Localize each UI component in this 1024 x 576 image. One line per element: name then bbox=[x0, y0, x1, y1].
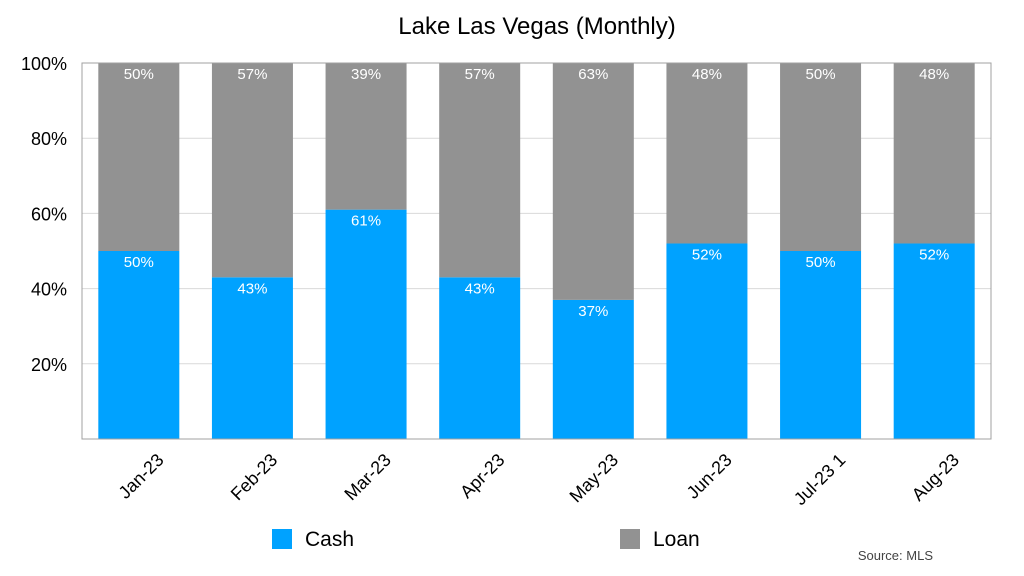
x-axis-ticks: Jan-23 Feb-23 Mar-23 Apr-23 May-23 Jun-23 Jul-… bbox=[115, 450, 963, 509]
data-label: 43% bbox=[237, 280, 267, 297]
source-note: Source: MLS bbox=[858, 548, 933, 563]
bar-cash bbox=[780, 251, 862, 439]
bar-loan bbox=[98, 63, 180, 251]
bar-cash bbox=[666, 243, 748, 439]
bar-loan bbox=[780, 63, 862, 251]
data-labels: 50% 50% 43% 57% 61% 39% 43% 57% 37% 63% 52% 48% 50% 5… bbox=[124, 66, 949, 320]
data-label: 52% bbox=[919, 246, 949, 263]
x-tick-label: Apr-23 bbox=[456, 450, 508, 502]
y-tick-label: 20% bbox=[31, 355, 67, 375]
data-label: 43% bbox=[465, 280, 495, 297]
data-label: 37% bbox=[578, 303, 608, 320]
data-label: 48% bbox=[919, 66, 949, 83]
bar-cash bbox=[893, 243, 975, 439]
data-label: 50% bbox=[124, 66, 154, 83]
bars bbox=[98, 63, 975, 439]
data-label: 57% bbox=[465, 66, 495, 83]
x-tick-label: Aug-23 bbox=[908, 450, 963, 505]
y-tick-label: 40% bbox=[31, 280, 67, 300]
y-tick-label: 100% bbox=[21, 54, 67, 74]
x-tick-label: Mar-23 bbox=[340, 450, 394, 504]
plot-frame bbox=[81, 62, 992, 440]
data-label: 48% bbox=[692, 66, 722, 83]
data-label: 39% bbox=[351, 66, 381, 83]
bar-loan bbox=[211, 63, 293, 278]
data-label: 50% bbox=[806, 254, 836, 271]
bar-cash bbox=[98, 251, 180, 439]
legend-swatch-cash bbox=[272, 529, 292, 549]
x-tick-label: Jul-23 1 bbox=[790, 450, 849, 509]
x-tick-label: Feb-23 bbox=[227, 450, 281, 504]
legend-swatch-loan bbox=[620, 529, 640, 549]
legend-label-loan: Loan bbox=[653, 528, 700, 551]
bar-cash bbox=[552, 299, 634, 439]
x-tick-label: Jun-23 bbox=[683, 450, 736, 503]
legend: Cash Loan bbox=[272, 528, 700, 551]
y-tick-label: 60% bbox=[31, 204, 67, 224]
bar-loan bbox=[666, 63, 748, 244]
y-axis-ticks: 20% 40% 60% 80% 100% bbox=[21, 54, 67, 375]
data-label: 63% bbox=[578, 66, 608, 83]
bar-cash bbox=[211, 277, 293, 439]
bar-loan bbox=[893, 63, 975, 244]
bar-cash bbox=[439, 277, 521, 439]
bar-loan bbox=[552, 63, 634, 300]
x-tick-label: May-23 bbox=[566, 450, 623, 507]
data-label: 52% bbox=[692, 246, 722, 263]
chart-title: Lake Las Vegas (Monthly) bbox=[398, 13, 676, 40]
data-label: 57% bbox=[237, 66, 267, 83]
data-label: 50% bbox=[806, 66, 836, 83]
data-label: 50% bbox=[124, 254, 154, 271]
data-label: 61% bbox=[351, 213, 381, 230]
bar-loan bbox=[439, 63, 521, 278]
legend-label-cash: Cash bbox=[305, 528, 354, 551]
bar-cash bbox=[325, 209, 407, 439]
y-tick-label: 80% bbox=[31, 129, 67, 149]
bar-loan bbox=[325, 63, 407, 210]
x-tick-label: Jan-23 bbox=[115, 450, 168, 503]
